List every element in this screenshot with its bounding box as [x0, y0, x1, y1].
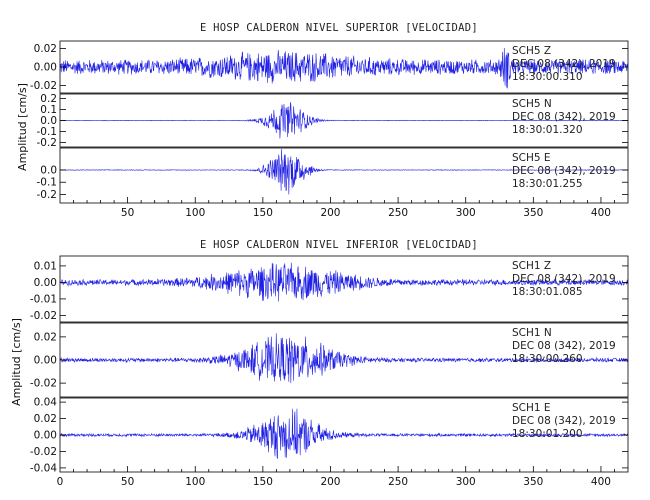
waveform-trace	[59, 333, 629, 384]
x-tick-label: 350	[523, 207, 543, 219]
y-tick-label: -0.2	[37, 189, 58, 201]
y-tick-label: 0.00	[34, 355, 57, 367]
y-tick-label: -0.02	[30, 378, 57, 390]
y-tick-label: 0.0	[40, 115, 57, 127]
x-tick-label: 100	[185, 207, 205, 219]
x-tick-label: 100	[185, 476, 205, 488]
y-tick-label: 0.01	[34, 260, 57, 272]
x-tick-label: 0	[57, 476, 64, 488]
station-label: SCH5 Z	[512, 45, 551, 57]
waveform-trace	[59, 148, 629, 195]
date-label: DEC 08 (342), 2019	[512, 340, 616, 352]
lower-block-title: E HOSP CALDERON NIVEL INFERIOR [VELOCIDA…	[200, 239, 478, 251]
waveform-trace	[59, 48, 629, 89]
y-tick-label: 0.04	[34, 397, 58, 409]
x-tick-label: 200	[320, 207, 340, 219]
x-tick-label: 50	[121, 476, 134, 488]
lower-level-block: E HOSP CALDERON NIVEL INFERIOR [VELOCIDA…	[10, 239, 478, 406]
upper-ylabel: Amplitud [cm/s]	[16, 83, 29, 171]
y-tick-label: 0.02	[34, 413, 57, 425]
x-tick-label: 50	[121, 207, 134, 219]
time-label: 18:30:01.320	[512, 124, 583, 136]
station-label: SCH1 N	[512, 327, 552, 339]
y-tick-label: -0.02	[30, 80, 57, 92]
y-tick-label: -0.1	[37, 177, 58, 189]
lower-ylabel: Amplitud [cm/s]	[10, 318, 23, 406]
x-tick-label: 350	[523, 476, 543, 488]
waveform-trace	[59, 102, 629, 139]
date-label: DEC 08 (342), 2019	[512, 273, 616, 285]
y-tick-label: -0.04	[30, 462, 57, 474]
y-tick-label: -0.02	[30, 310, 57, 322]
y-tick-label: 0.00	[34, 430, 57, 442]
y-tick-label: -0.2	[37, 137, 58, 149]
x-tick-label: 300	[456, 207, 476, 219]
time-label: 18:30:01.255	[512, 178, 583, 190]
x-tick-label: 150	[253, 207, 273, 219]
y-tick-label: 0.2	[40, 93, 57, 105]
y-tick-label: 0.1	[40, 104, 57, 116]
date-label: DEC 08 (342), 2019	[512, 58, 616, 70]
x-tick-label: 250	[388, 207, 408, 219]
date-label: DEC 08 (342), 2019	[512, 165, 616, 177]
time-label: 18:30:00.310	[512, 71, 583, 83]
station-label: SCH1 E	[512, 402, 551, 414]
time-label: 18:30:01.085	[512, 286, 583, 298]
panel-frame	[59, 255, 629, 323]
y-tick-label: -0.02	[30, 446, 57, 458]
waveform-trace	[59, 262, 629, 302]
y-tick-label: 0.0	[40, 165, 57, 177]
upper-block-title: E HOSP CALDERON NIVEL SUPERIOR [VELOCIDA…	[200, 22, 478, 34]
time-label: 18:30:01.200	[512, 428, 583, 440]
date-label: DEC 08 (342), 2019	[512, 415, 616, 427]
x-tick-label: 250	[388, 476, 408, 488]
x-axis: 50 100 150 200 250 300 350 400	[73, 197, 615, 219]
waveform-trace	[59, 408, 629, 459]
station-label: SCH5 N	[512, 98, 552, 110]
x-tick-label: 200	[320, 476, 340, 488]
y-tick-label: -0.01	[30, 293, 57, 305]
x-tick-label: 300	[456, 476, 476, 488]
x-tick-label: 400	[591, 207, 611, 219]
upper-level-block: E HOSP CALDERON NIVEL SUPERIOR [VELOCIDA…	[16, 22, 478, 171]
y-tick-label: -0.1	[37, 126, 58, 138]
x-axis: 0 50 100 150 200 250 300 350 400	[57, 466, 615, 488]
y-tick-label: 0.02	[34, 331, 57, 343]
y-tick-label: 0.00	[34, 62, 57, 74]
x-tick-label: 150	[253, 476, 273, 488]
station-label: SCH1 Z	[512, 260, 551, 272]
x-tick-label: 400	[591, 476, 611, 488]
date-label: DEC 08 (342), 2019	[512, 111, 616, 123]
y-tick-label: 0.02	[34, 43, 57, 55]
station-label: SCH5 E	[512, 152, 551, 164]
y-tick-label: 0.00	[34, 277, 57, 289]
time-label: 18:30:00.260	[512, 353, 583, 365]
